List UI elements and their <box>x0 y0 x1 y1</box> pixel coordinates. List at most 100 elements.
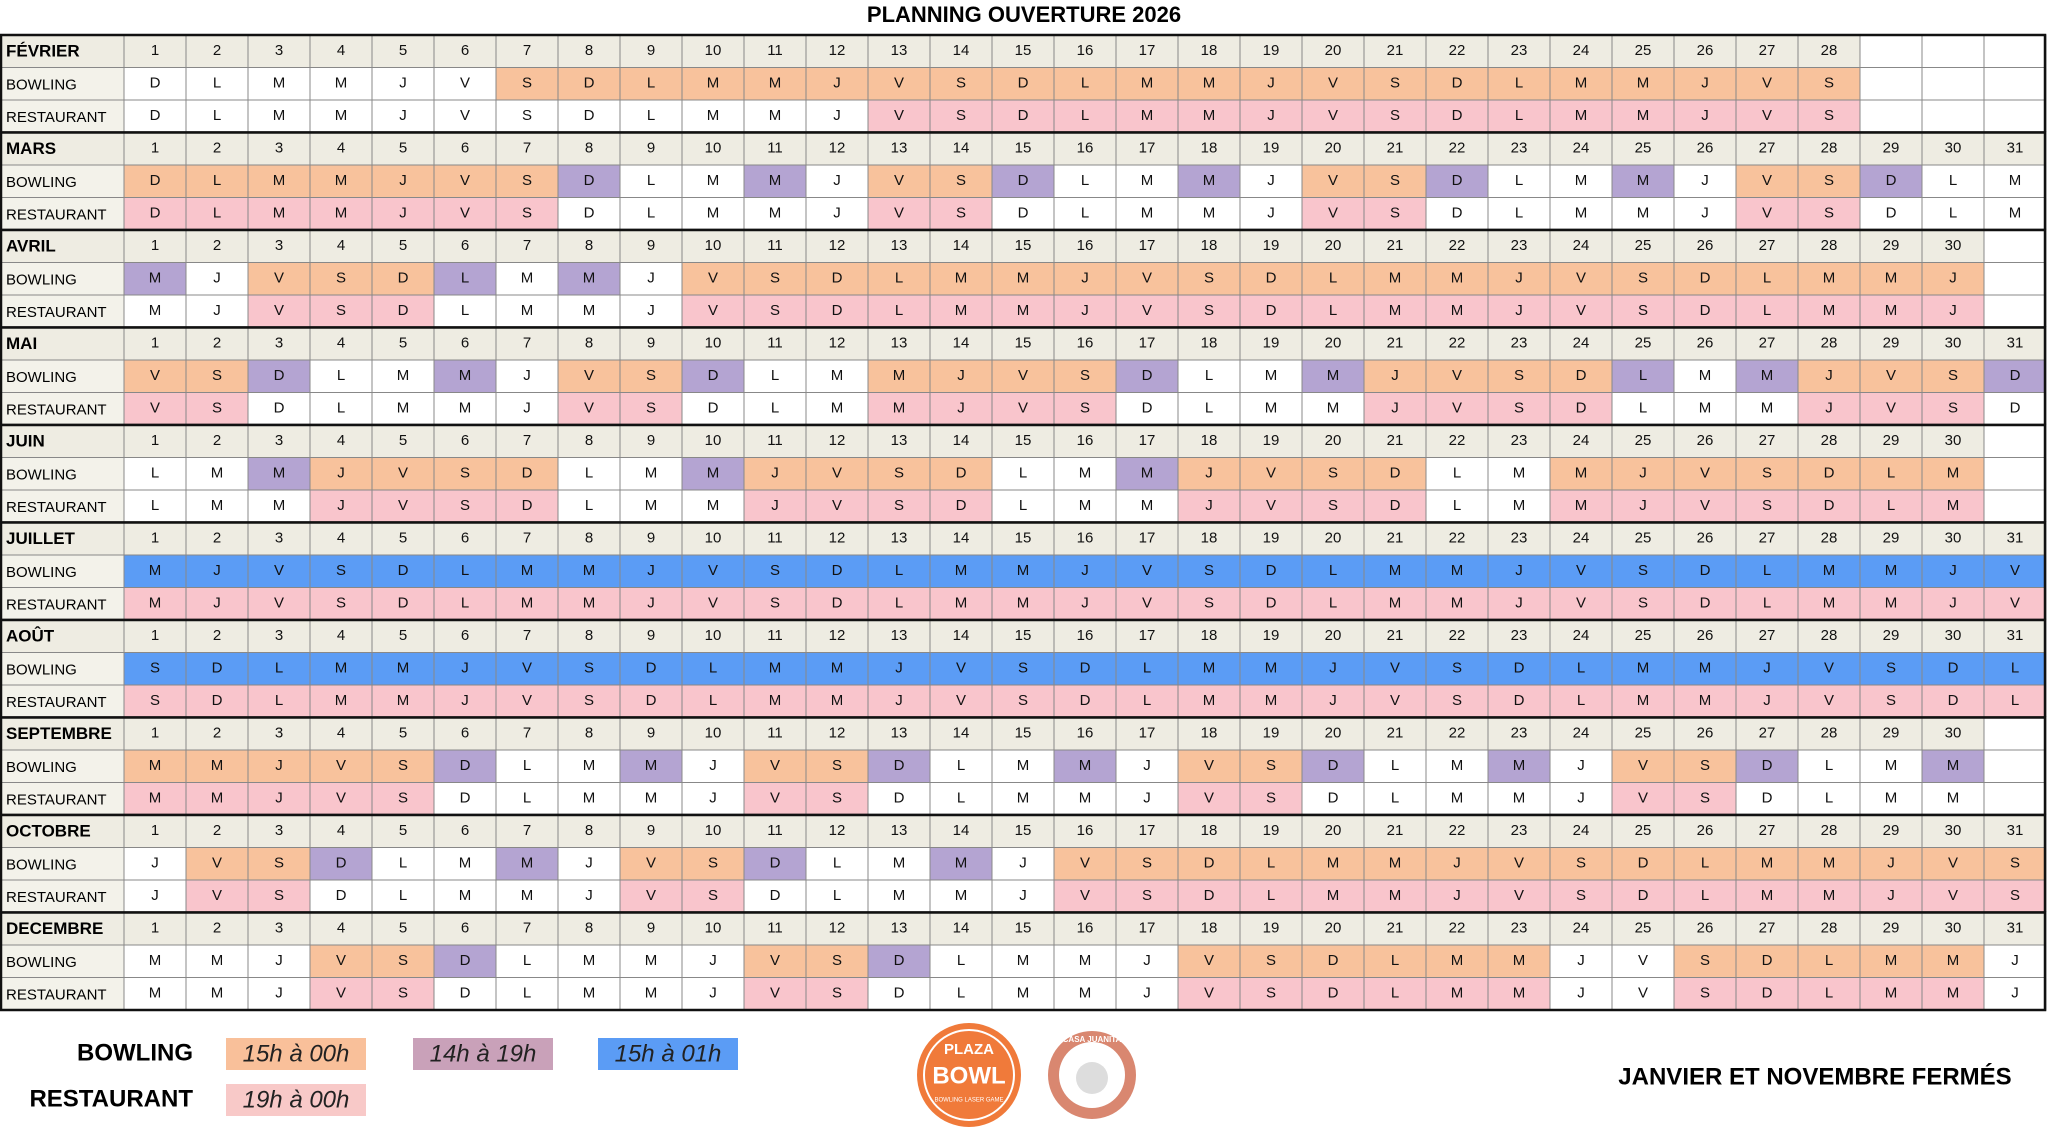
day-cell <box>1239 684 1303 718</box>
day-letter: L <box>833 855 841 872</box>
day-letter: S <box>150 692 160 709</box>
day-cell <box>371 457 435 491</box>
day-letter: L <box>1639 400 1647 417</box>
day-cell <box>495 782 559 816</box>
day-letter: L <box>399 887 407 904</box>
day-number: 23 <box>1511 432 1528 449</box>
legend-item-label: 15h à 01h <box>615 1040 722 1067</box>
day-letter: D <box>1824 497 1835 514</box>
day-cell <box>123 99 187 133</box>
day-letter: J <box>895 660 903 677</box>
day-number: 24 <box>1573 432 1590 449</box>
day-number-cell <box>1859 717 1923 751</box>
day-letter: M <box>1885 562 1898 579</box>
day-letter: J <box>151 887 159 904</box>
row-label-cell <box>0 489 125 523</box>
day-cell <box>309 652 373 686</box>
day-cell <box>433 99 497 133</box>
day-number: 3 <box>275 140 283 157</box>
day-cell <box>805 684 869 718</box>
day-number-cell <box>1177 34 1241 68</box>
day-cell <box>929 749 993 783</box>
day-number-cell <box>557 717 621 751</box>
day-letter: D <box>1700 302 1711 319</box>
day-letter: S <box>956 205 966 222</box>
day-number: 25 <box>1635 335 1652 352</box>
day-letter: D <box>1700 595 1711 612</box>
day-letter: M <box>583 562 596 579</box>
day-number: 14 <box>953 627 970 644</box>
day-letter: D <box>212 692 223 709</box>
day-number: 31 <box>2007 140 2024 157</box>
day-cell <box>1673 359 1737 393</box>
day-letter: M <box>149 952 162 969</box>
day-letter: D <box>1886 172 1897 189</box>
day-number-cell <box>867 717 931 751</box>
day-letter: D <box>1576 400 1587 417</box>
day-cell <box>433 67 497 101</box>
day-letter: J <box>213 595 221 612</box>
day-cell <box>1301 879 1365 913</box>
day-letter: M <box>521 855 534 872</box>
day-number: 29 <box>1883 627 1900 644</box>
day-cell <box>1301 684 1365 718</box>
day-letter: L <box>771 400 779 417</box>
day-letter: S <box>398 757 408 774</box>
day-letter: S <box>1762 497 1772 514</box>
day-letter: V <box>1390 660 1400 677</box>
day-number: 9 <box>647 335 655 352</box>
day-cell <box>495 67 559 101</box>
day-letter: M <box>769 75 782 92</box>
day-cell <box>1859 262 1923 296</box>
day-number-cell <box>1859 34 1923 68</box>
day-letter: S <box>1142 855 1152 872</box>
day-letter: M <box>645 790 658 807</box>
day-letter: M <box>1637 75 1650 92</box>
day-letter: S <box>1824 107 1834 124</box>
day-number: 3 <box>275 42 283 59</box>
day-cell <box>991 749 1055 783</box>
day-number: 23 <box>1511 920 1528 937</box>
day-cell <box>123 847 187 881</box>
month-name: JUIN <box>6 432 45 451</box>
day-number: 10 <box>705 822 722 839</box>
day-letter: S <box>1700 952 1710 969</box>
day-number: 1 <box>151 335 159 352</box>
day-letter: V <box>1576 302 1586 319</box>
day-letter: D <box>584 205 595 222</box>
day-number: 21 <box>1387 42 1404 59</box>
day-letter: M <box>1203 692 1216 709</box>
day-cell <box>1983 554 2047 588</box>
day-letter: S <box>1824 172 1834 189</box>
day-letter: M <box>149 790 162 807</box>
day-letter: D <box>150 172 161 189</box>
day-letter: L <box>1825 757 1833 774</box>
day-number: 25 <box>1635 530 1652 547</box>
day-cell <box>1115 457 1179 491</box>
day-number: 28 <box>1821 42 1838 59</box>
day-letter: L <box>833 887 841 904</box>
day-number: 21 <box>1387 627 1404 644</box>
day-letter: L <box>709 692 717 709</box>
day-letter: S <box>1080 367 1090 384</box>
day-number-cell <box>433 912 497 946</box>
day-number-cell <box>1053 522 1117 556</box>
day-letter: D <box>398 270 409 287</box>
day-letter: M <box>1203 172 1216 189</box>
day-letter: V <box>1886 367 1896 384</box>
row-label: RESTAURANT <box>6 889 107 906</box>
day-cell <box>619 587 683 621</box>
day-letter: M <box>1389 887 1402 904</box>
day-letter: M <box>1451 270 1464 287</box>
day-number-cell <box>433 34 497 68</box>
day-letter: S <box>1514 367 1524 384</box>
day-number-cell <box>1053 34 1117 68</box>
day-number-cell <box>495 132 559 166</box>
day-cell <box>1797 262 1861 296</box>
day-letter: L <box>709 660 717 677</box>
day-letter: J <box>647 302 655 319</box>
day-letter: D <box>1638 887 1649 904</box>
month-label-cell <box>0 522 125 556</box>
day-letter: J <box>1391 400 1399 417</box>
day-cell <box>1797 749 1861 783</box>
